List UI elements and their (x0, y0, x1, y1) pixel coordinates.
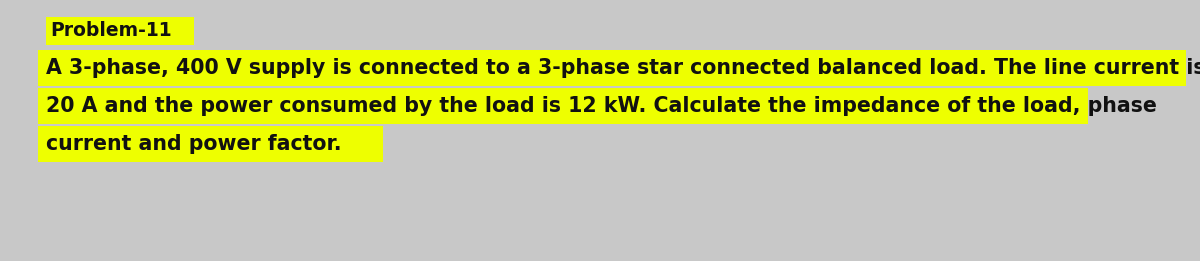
FancyBboxPatch shape (46, 17, 194, 45)
FancyBboxPatch shape (38, 50, 1186, 86)
Text: current and power factor.: current and power factor. (46, 134, 342, 154)
FancyBboxPatch shape (38, 126, 383, 162)
Text: 20 A and the power consumed by the load is 12 kW. Calculate the impedance of the: 20 A and the power consumed by the load … (46, 96, 1157, 116)
Text: A 3-phase, 400 V supply is connected to a 3-phase star connected balanced load. : A 3-phase, 400 V supply is connected to … (46, 58, 1200, 78)
FancyBboxPatch shape (38, 88, 1088, 124)
Text: Problem-11: Problem-11 (50, 21, 172, 40)
